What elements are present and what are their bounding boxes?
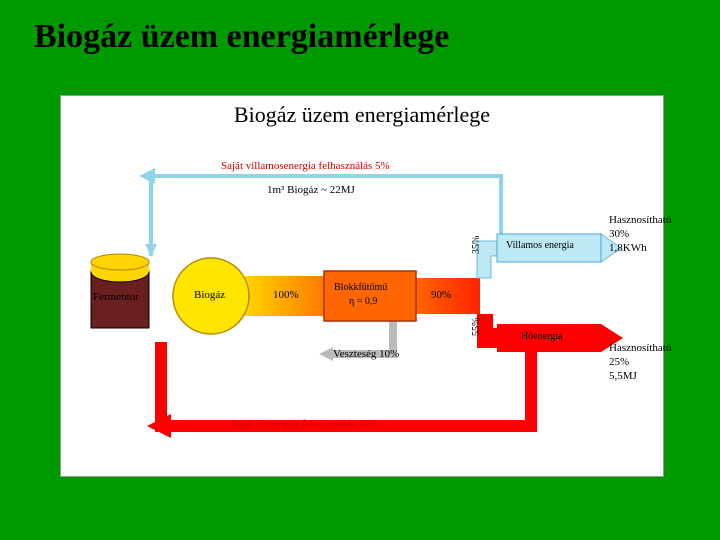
out-elec-3: 1,8KWh xyxy=(609,242,647,254)
out-elec-2: 30% xyxy=(609,228,629,240)
diagram-panel: Biogáz üzem energiamérlege xyxy=(60,95,664,477)
label-blokk2: η = 0,9 xyxy=(349,296,377,307)
label-blokk1: Blokkfűtőmű xyxy=(334,282,387,293)
arrowhead-own-elec-2 xyxy=(139,168,155,184)
out-elec-1: Hasznosítható xyxy=(609,214,671,226)
label-55: 55% xyxy=(471,318,482,336)
arrowhead-loss xyxy=(319,347,333,361)
panel-title: Biogáz üzem energiamérlege xyxy=(61,96,663,128)
label-own-heat: Saját hőenergia felhasználás 30% xyxy=(231,418,378,430)
label-biogaz: Biogáz xyxy=(194,289,225,301)
out-heat-2: 25% xyxy=(609,356,629,368)
label-villamos: Villamos energia xyxy=(506,240,574,251)
label-35: 35% xyxy=(471,236,482,254)
label-biogas-energy: 1m³ Biogáz ~ 22MJ xyxy=(267,184,355,196)
arrowhead-own-elec xyxy=(145,244,157,256)
label-fermentor: Fermentor xyxy=(93,291,139,303)
out-heat-3: 5,5MJ xyxy=(609,370,637,382)
label-90: 90% xyxy=(431,289,451,301)
label-hoenergia: Hőenergia xyxy=(521,331,562,342)
label-loss: Veszteség 10% xyxy=(333,348,399,360)
out-heat-1: Hasznosítható xyxy=(609,342,671,354)
label-100: 100% xyxy=(273,289,299,301)
slide-title: Biogáz üzem energiamérlege xyxy=(0,0,720,56)
label-own-elec: Saját villamosenergia felhasználás 5% xyxy=(221,160,390,172)
